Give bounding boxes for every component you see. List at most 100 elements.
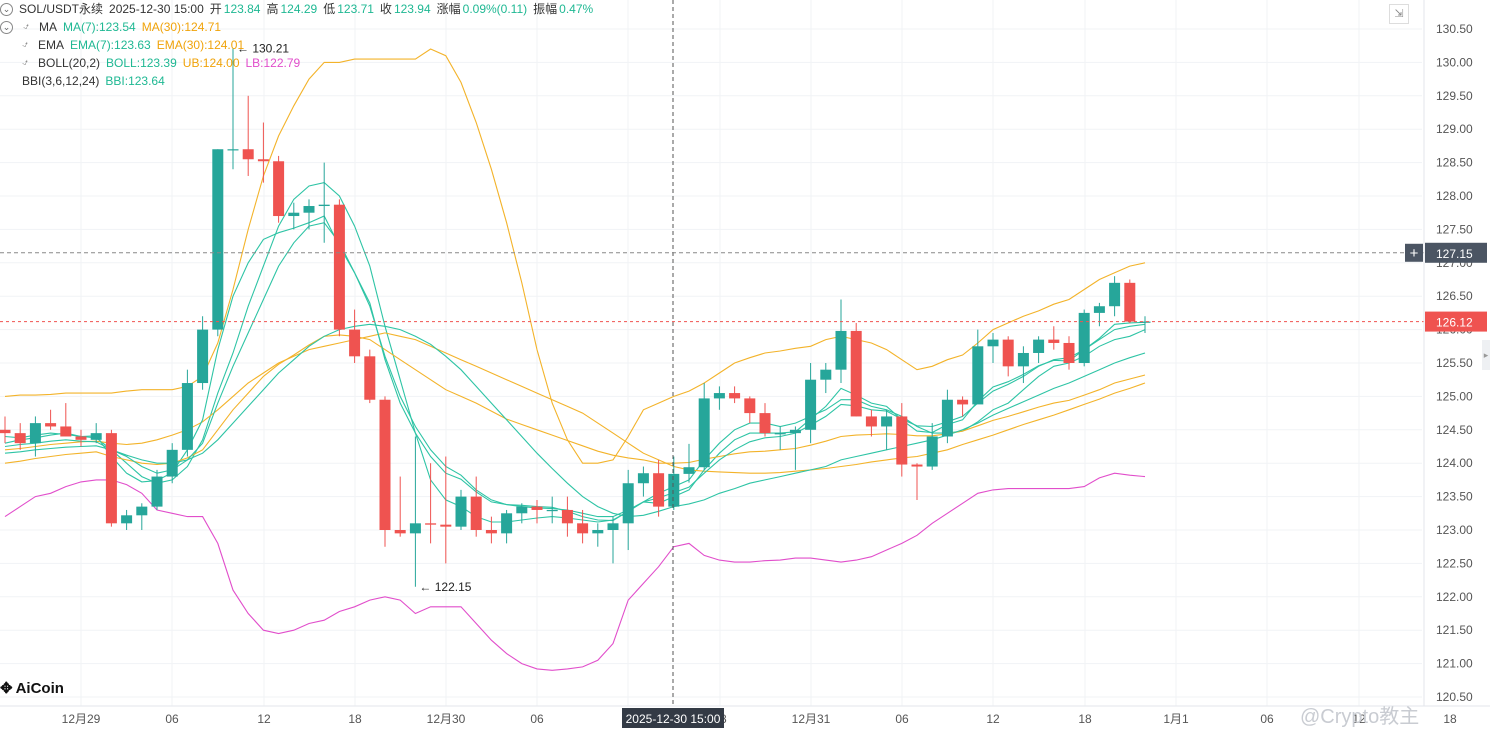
candle <box>151 469 163 510</box>
candle-body <box>364 356 376 400</box>
candle <box>242 95 254 176</box>
candle <box>1078 309 1090 367</box>
ma7-value: MA(7):123.54 <box>63 20 136 34</box>
candle <box>759 403 771 437</box>
candle <box>1109 276 1121 317</box>
low-price-annotation: ← 122.15 <box>419 580 471 594</box>
candle <box>440 456 452 564</box>
chevron-down-icon[interactable]: ⌄ <box>0 20 13 34</box>
candle-body <box>288 212 300 217</box>
candle-body <box>683 467 695 474</box>
price-annotations: ← 130.21 ← 122.15 <box>0 0 1424 706</box>
candle-body <box>1017 352 1029 367</box>
candle-body <box>592 530 604 534</box>
candle <box>1033 336 1045 363</box>
bell-icon[interactable]: ⍻ <box>22 57 28 68</box>
candle <box>14 423 26 450</box>
chevron-down-icon[interactable]: ⌄ <box>0 2 13 16</box>
indicator-lines <box>4 48 1146 671</box>
candle-body <box>273 161 285 217</box>
x-tick-label: 18 <box>1078 712 1092 726</box>
candle <box>698 383 710 470</box>
panel-toggle-handle[interactable]: ▸ <box>1482 340 1490 370</box>
candle <box>212 149 224 337</box>
x-tick-label: 18 <box>1443 712 1457 726</box>
y-tick-label: 122.00 <box>1436 590 1473 604</box>
candle-body <box>0 429 11 434</box>
candle-body <box>303 206 315 213</box>
y-tick-label: 120.50 <box>1436 690 1473 704</box>
y-tick-label: 124.50 <box>1436 423 1473 437</box>
candle <box>592 523 604 547</box>
plus-icon-glyph: + <box>1410 245 1419 262</box>
candle-body <box>257 159 269 162</box>
candle-body <box>729 393 741 399</box>
candle-body <box>90 433 102 440</box>
aicoin-logo-text: AiCoin <box>15 679 64 697</box>
candle-body <box>394 530 406 534</box>
candle <box>911 463 923 500</box>
candle <box>136 503 148 530</box>
boll-ub-value: UB:124.00 <box>182 56 240 70</box>
candle <box>713 386 725 410</box>
candle <box>455 489 467 530</box>
candle-body <box>987 339 999 347</box>
candle <box>273 155 285 223</box>
candle <box>333 199 345 337</box>
candle-body <box>516 506 528 514</box>
candle-body <box>136 506 148 516</box>
candle <box>516 503 528 524</box>
candle <box>181 369 193 457</box>
boll-row: ⍻ BOLL(20,2) BOLL:123.39 UB:124.00 LB:12… <box>0 54 599 72</box>
candle <box>105 429 117 527</box>
candle-body <box>972 346 984 405</box>
candle-body <box>1002 339 1014 367</box>
candle-body <box>425 523 437 525</box>
candle-body <box>805 379 817 430</box>
bell-icon[interactable]: ⍻ <box>22 39 28 50</box>
candle-body <box>1048 339 1060 343</box>
symbol-label: SOL/USDT永续 <box>19 2 104 16</box>
candle <box>896 403 908 477</box>
candle-body <box>1109 282 1121 307</box>
y-tick-label: 130.00 <box>1436 55 1473 69</box>
crosshair-time-label: 2025-12-30 15:00 <box>626 712 721 726</box>
y-tick-label: 121.50 <box>1436 623 1473 637</box>
candles <box>0 48 1151 587</box>
x-tick-label: 12 <box>1352 712 1366 726</box>
candle <box>197 316 209 390</box>
crosshair-time-label-bg <box>622 708 724 728</box>
candle <box>941 389 953 444</box>
candle-body <box>227 149 239 151</box>
candle <box>820 363 832 394</box>
candle-body <box>485 530 497 534</box>
expand-icon[interactable]: ⇲ <box>1389 4 1409 24</box>
candle <box>987 332 999 363</box>
bell-icon[interactable]: ⍻ <box>23 21 29 32</box>
ema-indicator-name: EMA <box>38 38 65 52</box>
candle <box>485 516 497 544</box>
aicoin-logo: ✥ AiCoin <box>0 679 64 698</box>
candle-body <box>607 523 619 530</box>
candle <box>45 409 57 430</box>
candle-body <box>1093 306 1105 313</box>
candle-body <box>166 449 178 477</box>
candle-body <box>1124 282 1136 322</box>
candle <box>75 429 87 447</box>
candle-body <box>501 513 513 534</box>
candle-body <box>197 329 209 384</box>
candle <box>865 409 877 437</box>
x-tick-label: 12月30 <box>427 712 466 726</box>
candle <box>622 469 634 551</box>
candle <box>744 396 756 424</box>
y-tick-label: 125.50 <box>1436 356 1473 370</box>
candle-body <box>759 413 771 434</box>
change-value: 0.09%(0.11) <box>462 2 528 16</box>
candle <box>409 436 421 587</box>
high-value: 124.29 <box>280 2 318 16</box>
candle <box>227 48 239 170</box>
y-tick-label: 128.50 <box>1436 156 1473 170</box>
y-tick-label: 122.50 <box>1436 556 1473 570</box>
